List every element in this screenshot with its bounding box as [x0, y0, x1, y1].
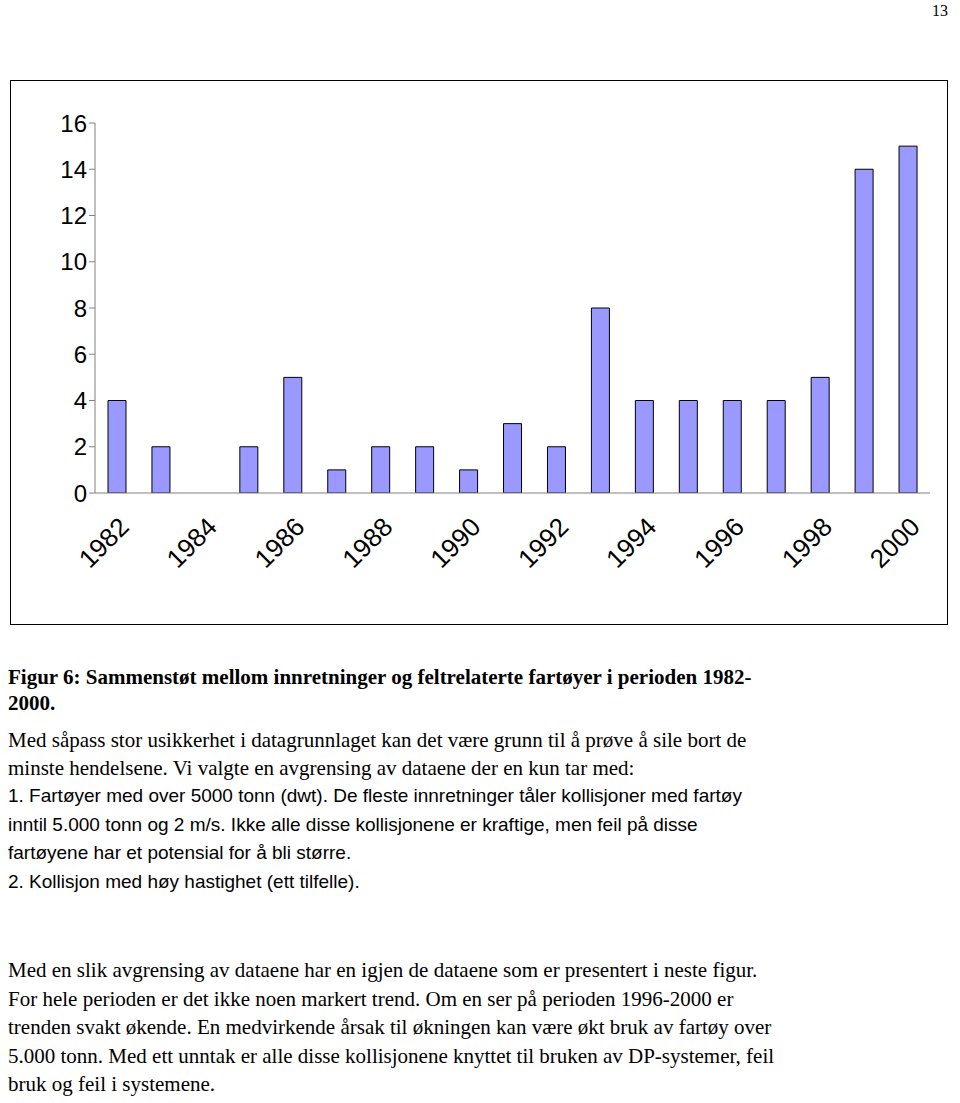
html-text:13: 13	[932, 2, 948, 19]
html-text:bruk og feil i systemene.: bruk og feil i systemene.	[8, 1072, 215, 1097]
svg-text:1986: 1986	[248, 512, 310, 574]
svg-text:6: 6	[74, 341, 87, 368]
svg-text:1996: 1996	[688, 512, 750, 574]
html-text:For hele perioden er det ikke: For hele perioden er det ikke noen marke…	[8, 986, 734, 1011]
svg-text:1992: 1992	[512, 512, 574, 574]
svg-text:1982: 1982	[73, 512, 135, 574]
html-text:2000.: 2000.	[8, 691, 56, 715]
html-text:inntil 5.000 tonn og 2 m/s. Ik: inntil 5.000 tonn og 2 m/s. Ikke alle di…	[8, 813, 698, 835]
svg-text:1984: 1984	[161, 512, 223, 574]
svg-text:2000: 2000	[864, 512, 926, 574]
svg-text:0: 0	[74, 480, 87, 507]
svg-text:4: 4	[74, 387, 87, 414]
html-text:5.000 tonn. Med ett unntak er: 5.000 tonn. Med ett unntak er alle disse…	[8, 1043, 775, 1068]
html-text:trenden svakt økende. En medvi: trenden svakt økende. En medvirkende års…	[8, 1015, 772, 1040]
svg-text:12: 12	[60, 202, 87, 229]
html-text:2. Kollisjon med høy hastighet: 2. Kollisjon med høy hastighet (ett tilf…	[8, 870, 360, 892]
svg-text:1990: 1990	[424, 512, 486, 574]
html-text:fartøyene har et potensial for: fartøyene har et potensial for å bli stø…	[8, 842, 352, 863]
svg-text:8: 8	[74, 295, 87, 322]
html-text:minste hendelsene. Vi valgte e: minste hendelsene. Vi valgte en avgrensi…	[8, 756, 635, 780]
svg-text:1994: 1994	[600, 512, 662, 574]
html-text:Figur 6: Sammenstøt mellom inn: Figur 6: Sammenstøt mellom innretninger …	[8, 665, 752, 689]
svg-text:2: 2	[74, 433, 87, 460]
svg-text:10: 10	[60, 248, 87, 275]
svg-text:1988: 1988	[336, 512, 398, 574]
html-text:1. Fartøyer med over 5000 tonn: 1. Fartøyer med over 5000 tonn (dwt). De…	[8, 785, 742, 806]
html-text:Med en slik avgrensing av data: Med en slik avgrensing av dataene har en…	[8, 958, 758, 982]
svg-text:14: 14	[60, 156, 87, 183]
svg-text:16: 16	[60, 110, 87, 137]
svg-text:1998: 1998	[776, 512, 838, 574]
html-text:Med såpass stor usikkerhet i d: Med såpass stor usikkerhet i datagrunnla…	[8, 728, 747, 752]
